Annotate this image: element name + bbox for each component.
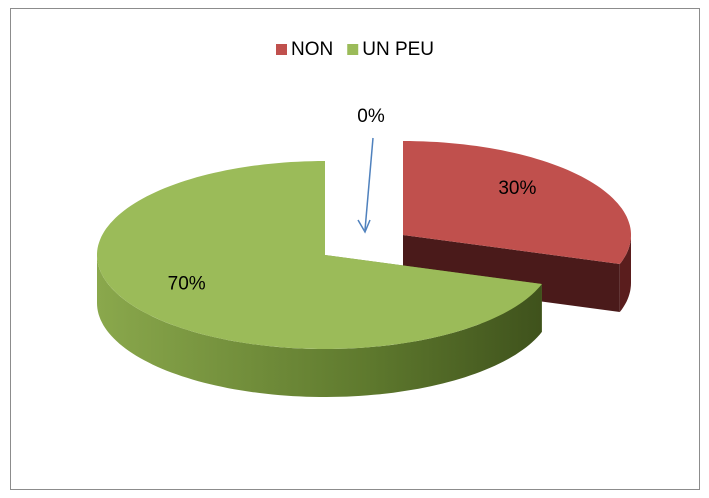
pie-tops [97, 141, 631, 349]
legend-swatch [276, 44, 287, 55]
arrow-head [357, 219, 371, 234]
legend-label: NON [291, 39, 333, 60]
leader-arrow [364, 137, 374, 231]
data-label: 30% [498, 178, 536, 199]
legend-swatch [347, 44, 359, 55]
pie-slice [403, 141, 631, 264]
slice-side [403, 235, 620, 312]
data-labels: 30% 70% 0% [168, 106, 537, 294]
data-label: 0% [357, 106, 385, 127]
pie-slice [97, 161, 542, 349]
legend: NON UN PEU [276, 39, 434, 60]
slice-wall [97, 255, 542, 397]
slice-wall [619, 235, 631, 312]
legend-label: UN PEU [362, 39, 434, 60]
data-label: 70% [168, 273, 206, 294]
